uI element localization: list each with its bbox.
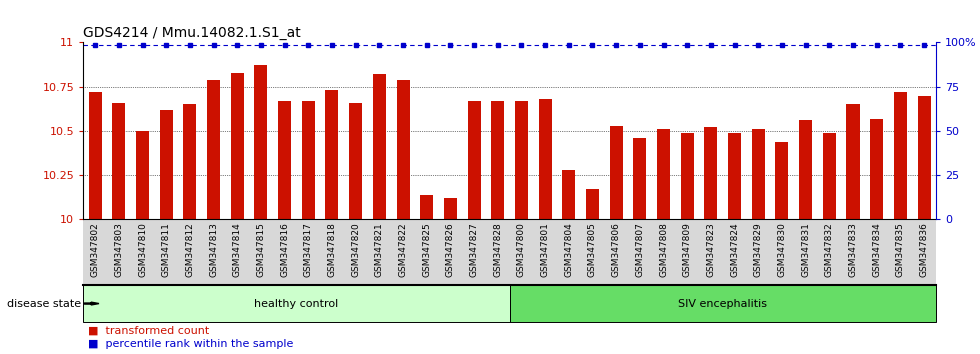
Bar [397,80,410,219]
Bar [847,104,859,219]
Bar [183,104,196,219]
Bar [586,189,599,219]
Bar [752,129,764,219]
Bar [467,101,480,219]
Bar [207,80,220,219]
Bar [728,133,741,219]
Bar [113,103,125,219]
Bar [372,74,386,219]
Text: SIV encephalitis: SIV encephalitis [678,298,767,309]
Bar [799,120,812,219]
Bar [420,195,433,219]
Bar [230,73,244,219]
Bar [160,110,172,219]
Text: GDS4214 / Mmu.14082.1.S1_at: GDS4214 / Mmu.14082.1.S1_at [83,26,301,40]
Bar [514,101,528,219]
Bar [823,133,836,219]
Bar [349,103,363,219]
Bar [325,90,338,219]
Bar [136,131,149,219]
Bar [894,92,906,219]
Bar [491,101,505,219]
Bar [302,101,315,219]
Text: ■  percentile rank within the sample: ■ percentile rank within the sample [88,339,294,349]
Bar [870,119,883,219]
Bar [444,198,457,219]
Bar [563,170,575,219]
Bar [278,101,291,219]
Bar [539,99,552,219]
Text: healthy control: healthy control [255,298,338,309]
Bar [88,92,102,219]
Bar [657,129,670,219]
Bar [255,65,268,219]
Text: ■  transformed count: ■ transformed count [88,326,210,336]
Bar [705,127,717,219]
Bar [633,138,647,219]
Bar [610,126,622,219]
Bar [917,96,931,219]
Text: disease state: disease state [7,298,81,309]
Bar [681,133,694,219]
Bar [775,142,789,219]
